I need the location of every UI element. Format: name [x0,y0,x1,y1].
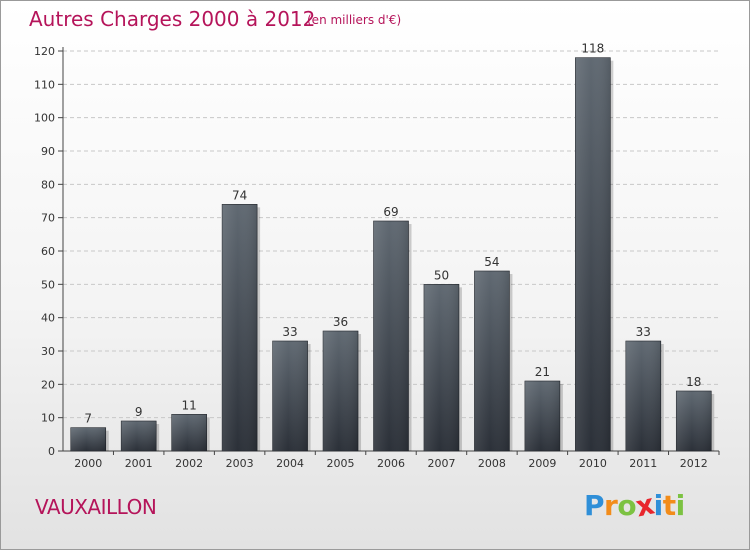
bar-sheen [171,414,207,451]
bar-sheen [272,341,308,451]
bar-sheen [323,331,359,451]
y-tick-label: 20 [41,378,55,391]
value-label: 9 [135,405,143,419]
x-tick-label: 2002 [175,457,203,470]
proxiti-logo: Proxiti [584,488,686,524]
value-label: 33 [636,325,651,339]
x-tick-label: 2010 [579,457,607,470]
y-tick-label: 70 [41,212,55,225]
x-tick-label: 2004 [276,457,304,470]
logo-letter: r [604,489,618,522]
data-labels: 7 9 11 74 33 36 69 50 54 21 118 33 18 [84,42,701,426]
bar-sheen [121,421,157,451]
y-tick-label: 40 [41,312,55,325]
chart-unit: (en milliers d'€) [307,13,402,27]
y-tick-label: 0 [48,445,55,458]
y-tick-label: 30 [41,345,55,358]
bar-sheen [474,271,510,451]
x-tick-label: 2006 [377,457,405,470]
value-label: 118 [581,42,604,56]
value-label: 54 [484,255,499,269]
value-label: 7 [84,412,92,426]
logo-letter: P [584,489,605,522]
logo-letter: o [617,489,637,522]
bar-sheen [222,204,258,451]
value-label: 21 [535,365,550,379]
axes: 0 10 20 30 40 50 60 70 80 90 100 110 120 2000 2001 2002… [34,45,720,470]
y-tick-label: 120 [34,45,55,58]
value-label: 69 [383,205,398,219]
logo-letter: t [662,489,676,522]
bars [70,57,715,452]
bar-sheen [575,57,611,452]
value-label: 36 [333,315,348,329]
bar-sheen [625,341,661,451]
bar-sheen [70,427,106,451]
town-name: VAUXAILLON [35,495,157,519]
y-tick-label: 100 [34,112,55,125]
y-tick-label: 80 [41,178,55,191]
y-tick-label: 10 [41,412,55,425]
x-tick-label: 2005 [327,457,355,470]
x-tick-label: 2008 [478,457,506,470]
x-tick-label: 2007 [427,457,455,470]
x-tick-label: 2000 [74,457,102,470]
value-label: 74 [232,188,247,202]
x-tick-label: 2003 [226,457,254,470]
bar-sheen [676,391,712,451]
x-tick-label: 2011 [629,457,657,470]
y-tick-label: 60 [41,245,55,258]
y-tick-label: 50 [41,278,55,291]
y-tick-label: 90 [41,145,55,158]
value-label: 33 [282,325,297,339]
value-label: 11 [182,398,197,412]
value-label: 18 [686,375,701,389]
y-tick-label: 110 [34,78,55,91]
bar-sheen [524,381,560,451]
x-tick-label: 2009 [528,457,556,470]
value-label: 50 [434,268,449,282]
logo-letter: i [675,489,686,522]
x-tick-label: 2012 [680,457,708,470]
bar-sheen [423,284,459,451]
bar-sheen [373,221,409,451]
logo-letter: i [653,489,664,522]
x-tick-label: 2001 [125,457,153,470]
chart-title: Autres Charges 2000 à 2012 [29,7,316,31]
